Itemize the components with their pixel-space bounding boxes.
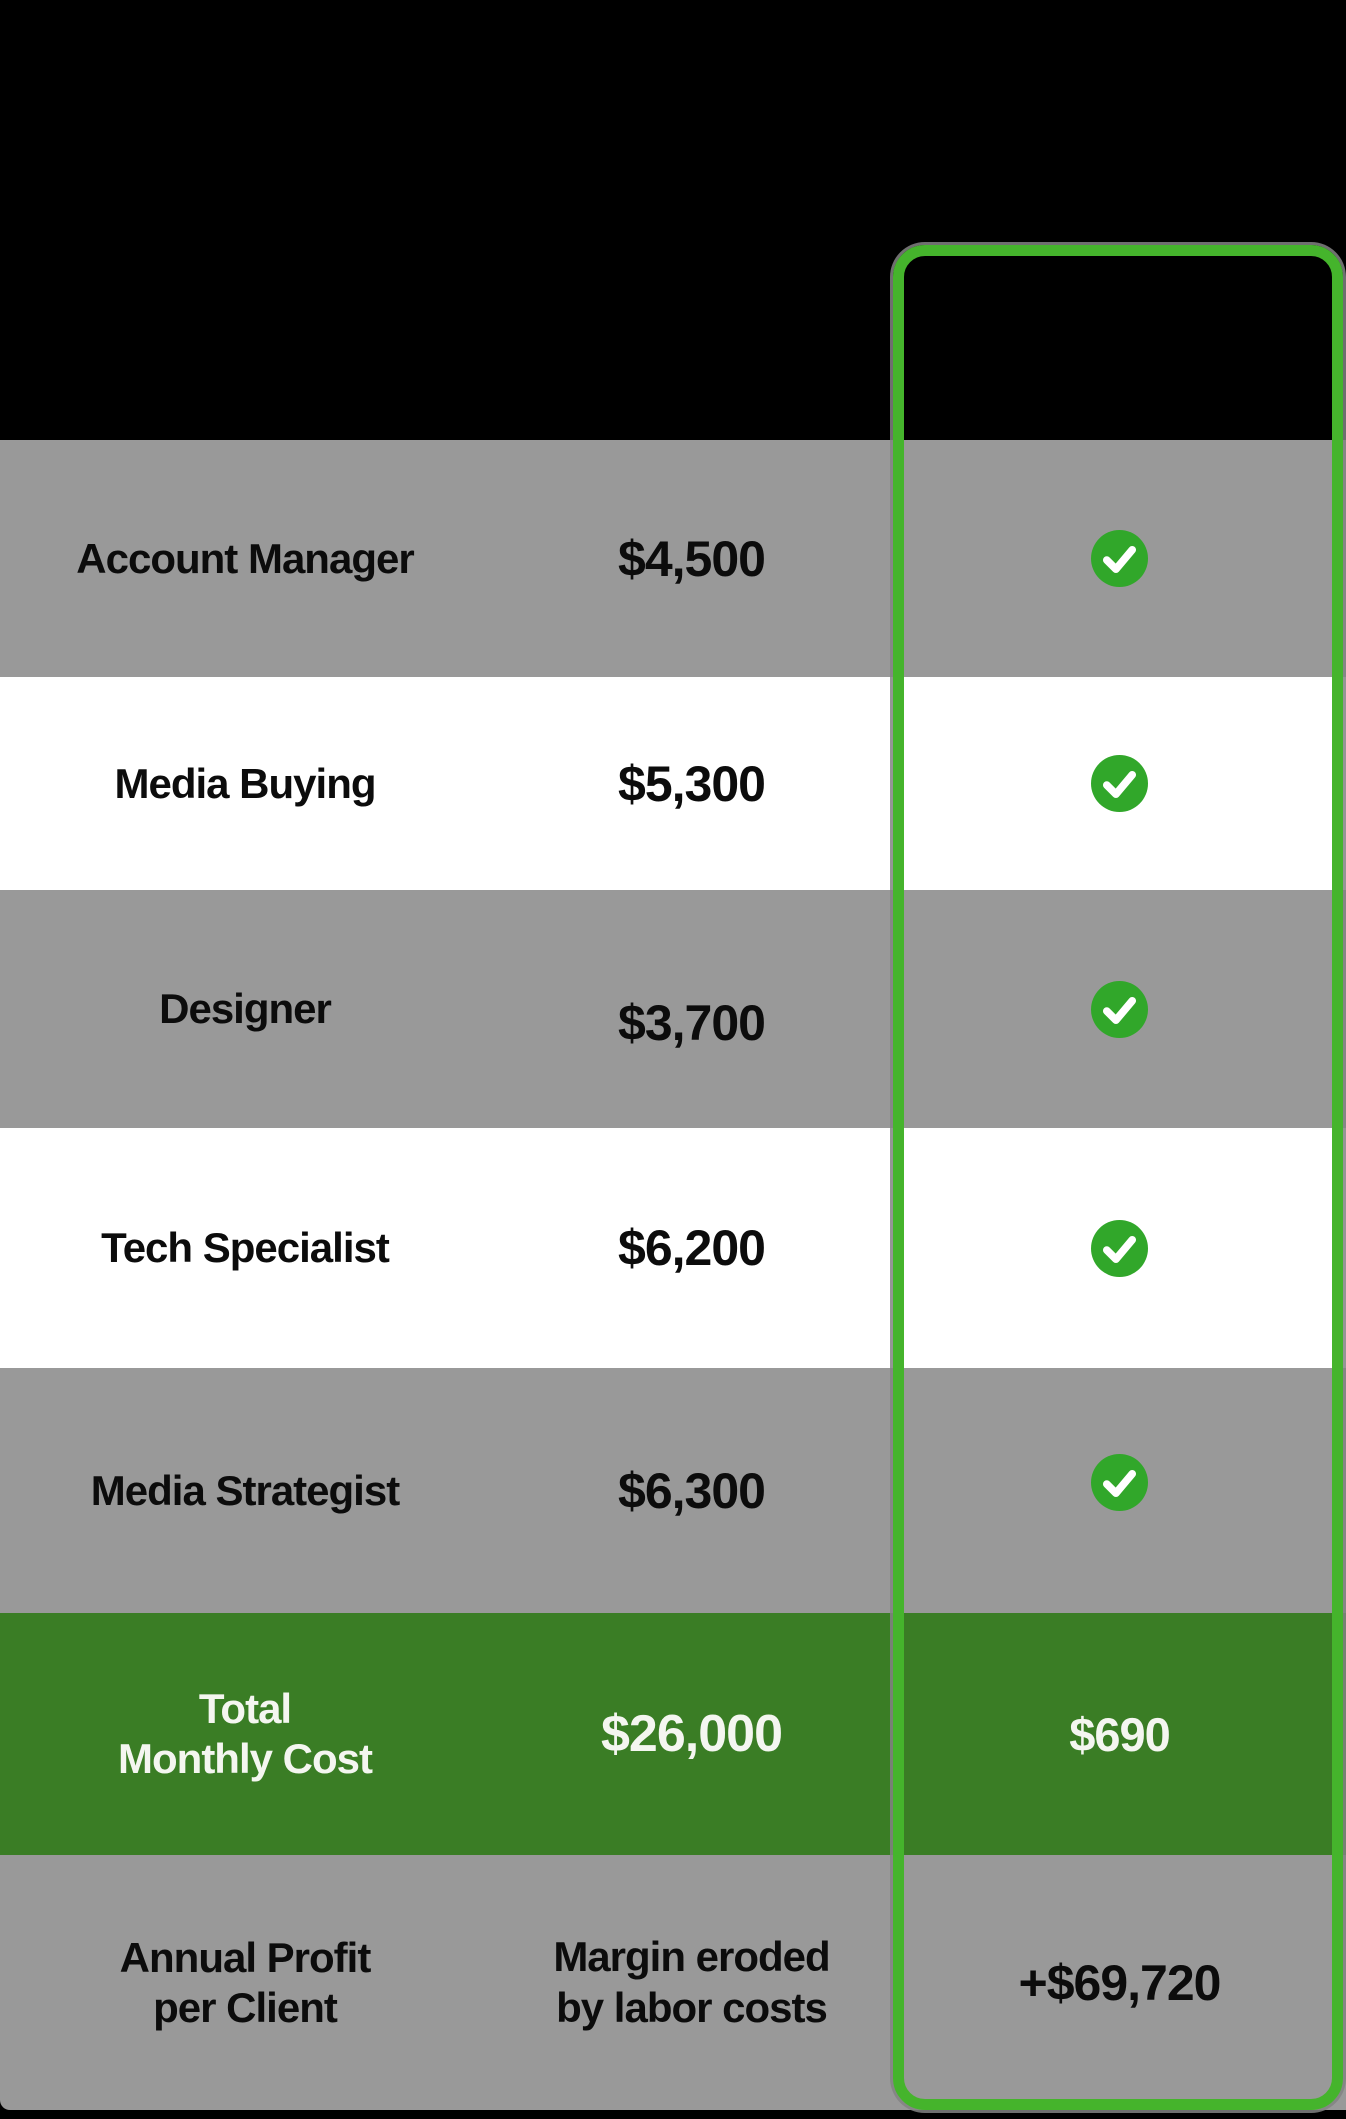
highlight-cell (893, 890, 1346, 1128)
table-row: Tech Specialist $6,200 (0, 1128, 1346, 1368)
highlight-cell (893, 1368, 1346, 1613)
table-row: Account Manager $4,500 (0, 440, 1346, 677)
cost-cell: $3,700 (490, 890, 893, 1128)
highlight-annual-value: +$69,720 (1018, 1954, 1222, 2011)
total-label-cell: Total Monthly Cost (0, 1613, 490, 1855)
role-cell: Designer (0, 890, 490, 1128)
highlight-cell (893, 1128, 1346, 1368)
role-label: Tech Specialist (101, 1224, 390, 1272)
cost-value: $6,200 (618, 1220, 766, 1276)
annual-profit-label: Annual Profit per Client (119, 1933, 372, 2031)
role-label: Account Manager (76, 534, 414, 582)
total-row: Total Monthly Cost $26,000 $690 (0, 1613, 1346, 1855)
cost-cell: $6,300 (490, 1368, 893, 1613)
table-row: Media Buying $5,300 (0, 677, 1346, 890)
highlight-cell (893, 677, 1346, 890)
cost-value: $5,300 (618, 755, 766, 812)
role-cell: Media Strategist (0, 1368, 490, 1613)
table-row: Designer $3,700 (0, 890, 1346, 1128)
table-row: Media Strategist $6,300 (0, 1368, 1346, 1613)
highlight-total-value: $690 (1069, 1707, 1171, 1761)
margin-eroded-note: Margin eroded by labor costs (553, 1933, 830, 2031)
cost-comparison-table: Account Manager $4,500 Media Buying $5,3… (0, 440, 1346, 2110)
check-icon (1091, 1454, 1148, 1511)
role-label: Media Buying (114, 759, 376, 807)
check-icon (1091, 980, 1148, 1038)
total-highlight-cell: $690 (893, 1613, 1346, 1855)
annual-note-cell: Margin eroded by labor costs (490, 1855, 893, 2110)
role-cell: Account Manager (0, 440, 490, 677)
role-label: Media Strategist (90, 1466, 400, 1514)
highlight-cell (893, 440, 1346, 677)
total-cost-cell: $26,000 (490, 1613, 893, 1855)
check-icon (1091, 755, 1148, 812)
annual-label-cell: Annual Profit per Client (0, 1855, 490, 2110)
role-cell: Tech Specialist (0, 1128, 490, 1368)
cost-value: $3,700 (618, 995, 766, 1051)
total-cost-value: $26,000 (601, 1705, 783, 1763)
check-icon (1091, 530, 1148, 587)
cost-cell: $5,300 (490, 677, 893, 890)
cost-cell: $4,500 (490, 440, 893, 677)
total-label: Total Monthly Cost (118, 1685, 373, 1782)
annual-highlight-cell: +$69,720 (893, 1855, 1346, 2110)
role-label: Designer (159, 985, 332, 1033)
role-cell: Media Buying (0, 677, 490, 890)
cost-cell: $6,200 (490, 1128, 893, 1368)
annual-profit-row: Annual Profit per Client Margin eroded b… (0, 1855, 1346, 2110)
check-icon (1091, 1219, 1148, 1277)
cost-value: $4,500 (618, 530, 766, 587)
cost-value: $6,300 (618, 1462, 766, 1519)
